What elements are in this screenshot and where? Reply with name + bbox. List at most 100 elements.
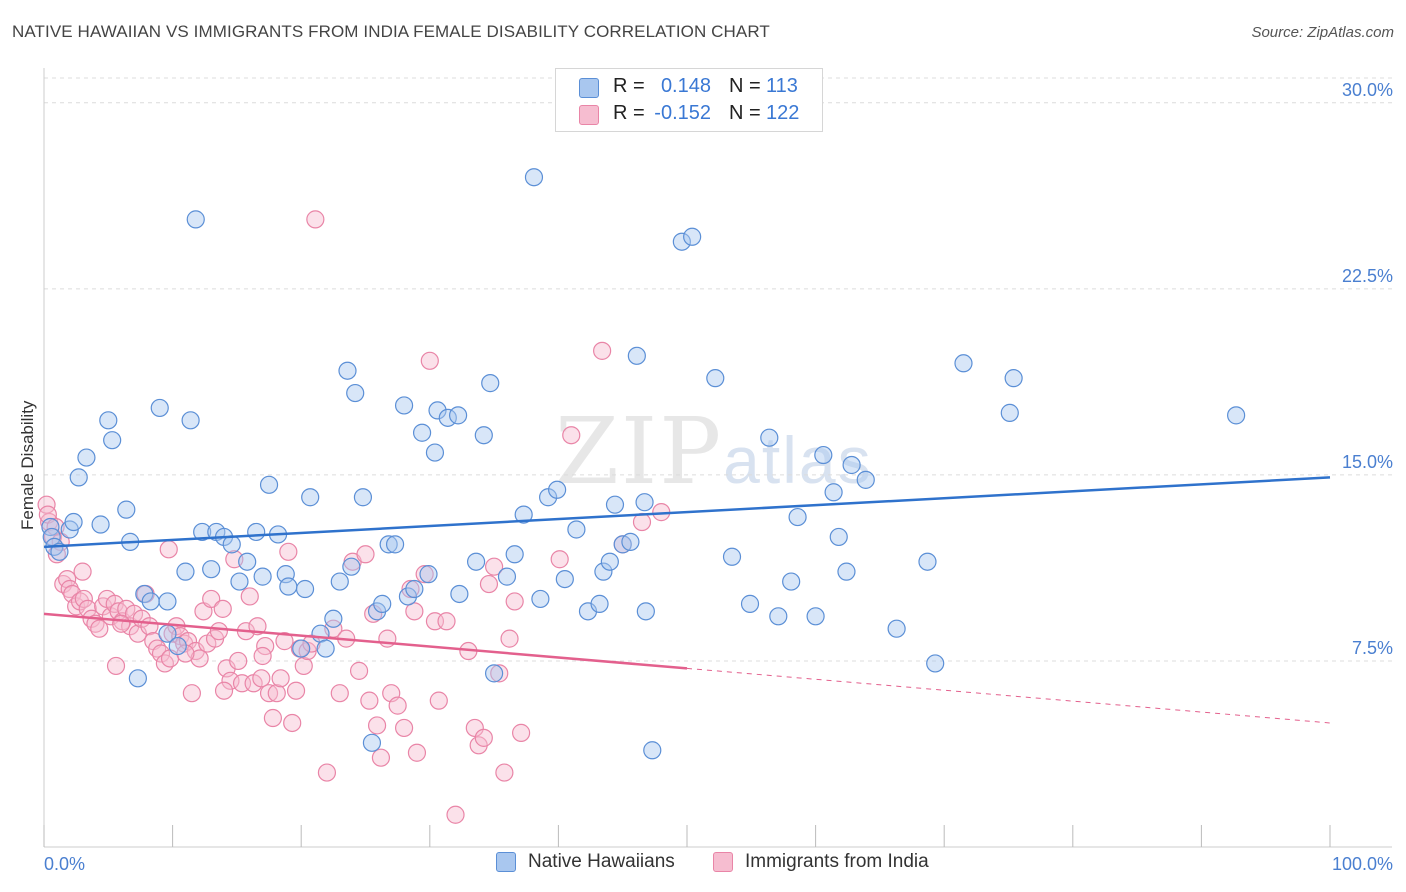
data-point <box>481 374 500 393</box>
data-point <box>275 632 294 651</box>
data-point <box>485 664 504 683</box>
trend-line-extension-pink <box>686 667 1331 724</box>
data-point <box>209 622 228 641</box>
series-native-hawaiians <box>41 168 1246 760</box>
data-point <box>99 411 118 430</box>
legend-label: Native Hawaiians <box>528 851 675 872</box>
data-point <box>505 545 524 564</box>
trend-lines <box>43 476 1331 724</box>
data-point <box>247 522 266 542</box>
stats-row-immigrants-from-india: R = -0.152 N = 122 <box>556 101 822 127</box>
data-point <box>286 681 306 700</box>
data-point <box>230 572 249 591</box>
data-point <box>213 599 232 618</box>
data-point <box>141 592 160 611</box>
n-value: 122 <box>766 102 800 124</box>
pink-swatch-icon <box>579 105 599 125</box>
data-point <box>90 619 109 638</box>
data-point <box>788 507 807 527</box>
data-point <box>176 562 195 581</box>
data-point <box>887 619 906 638</box>
data-point <box>1000 403 1019 422</box>
data-point <box>294 656 313 676</box>
tick-labels: 7.5% 15.0% 22.5% 30.0% 0.0% 100.0% <box>44 80 1393 874</box>
data-point <box>407 743 427 762</box>
watermark: ZIPatlas <box>555 398 873 505</box>
data-point <box>283 713 302 733</box>
data-point <box>555 569 574 589</box>
data-point <box>706 369 725 388</box>
data-point <box>401 579 420 599</box>
data-point <box>466 552 486 571</box>
data-point <box>112 614 131 633</box>
data-point <box>505 592 524 611</box>
n-label: N = <box>729 102 761 124</box>
series-immigrants-from-india <box>37 210 671 824</box>
data-point <box>202 589 221 609</box>
data-point <box>782 572 801 591</box>
data-point <box>769 607 788 626</box>
y-tick-label: 7.5% <box>1352 638 1393 658</box>
data-point <box>91 515 110 534</box>
data-point <box>479 574 499 594</box>
data-point <box>135 584 154 604</box>
data-point <box>324 609 343 628</box>
data-point <box>531 589 550 609</box>
data-point <box>415 565 434 584</box>
data-point <box>465 718 484 738</box>
data-point <box>497 567 517 586</box>
data-point <box>193 522 212 542</box>
data-point <box>371 748 391 767</box>
data-point <box>1004 369 1023 388</box>
data-point <box>252 669 271 688</box>
data-point <box>117 500 136 519</box>
data-point <box>450 584 469 604</box>
data-point <box>448 406 468 425</box>
data-point <box>279 542 298 561</box>
data-point <box>567 520 586 539</box>
data-point <box>253 567 272 586</box>
legend-label: Immigrants from India <box>745 851 929 872</box>
data-point <box>259 684 279 703</box>
data-point <box>151 644 171 663</box>
data-point <box>221 671 240 690</box>
data-point <box>600 552 619 571</box>
data-point <box>64 512 83 532</box>
data-point <box>485 557 504 576</box>
data-point <box>643 741 662 760</box>
data-point <box>214 681 234 700</box>
data-point <box>342 557 361 576</box>
stats-legend: R = 0.148 N = 113 R = -0.152 N = 122 <box>555 68 823 132</box>
data-point <box>548 480 567 499</box>
data-point <box>73 562 92 581</box>
data-point <box>918 552 937 571</box>
data-point <box>594 562 613 581</box>
data-point <box>428 401 447 420</box>
n-label: N = <box>729 75 761 97</box>
data-point <box>394 718 414 738</box>
source-label[interactable]: Source: ZipAtlas.com <box>1251 24 1394 41</box>
data-point <box>353 488 373 507</box>
x-tick-label: 100.0% <box>1332 854 1393 874</box>
data-point <box>330 684 349 703</box>
data-point <box>292 639 311 658</box>
data-point <box>306 210 325 229</box>
data-point <box>150 398 169 418</box>
y-tick-label: 30.0% <box>1342 80 1393 100</box>
data-point <box>253 646 272 666</box>
data-point <box>954 354 973 373</box>
data-point <box>1227 406 1246 425</box>
data-point <box>926 654 945 673</box>
data-point <box>349 661 369 680</box>
data-point <box>159 540 178 559</box>
data-point <box>562 426 581 445</box>
data-point <box>593 341 612 360</box>
data-point <box>405 579 424 599</box>
data-point <box>302 634 321 653</box>
data-point <box>627 346 646 365</box>
data-point <box>412 423 432 442</box>
data-point <box>740 594 760 613</box>
data-point <box>605 495 625 514</box>
y-axis-label: Female Disability <box>18 400 37 530</box>
